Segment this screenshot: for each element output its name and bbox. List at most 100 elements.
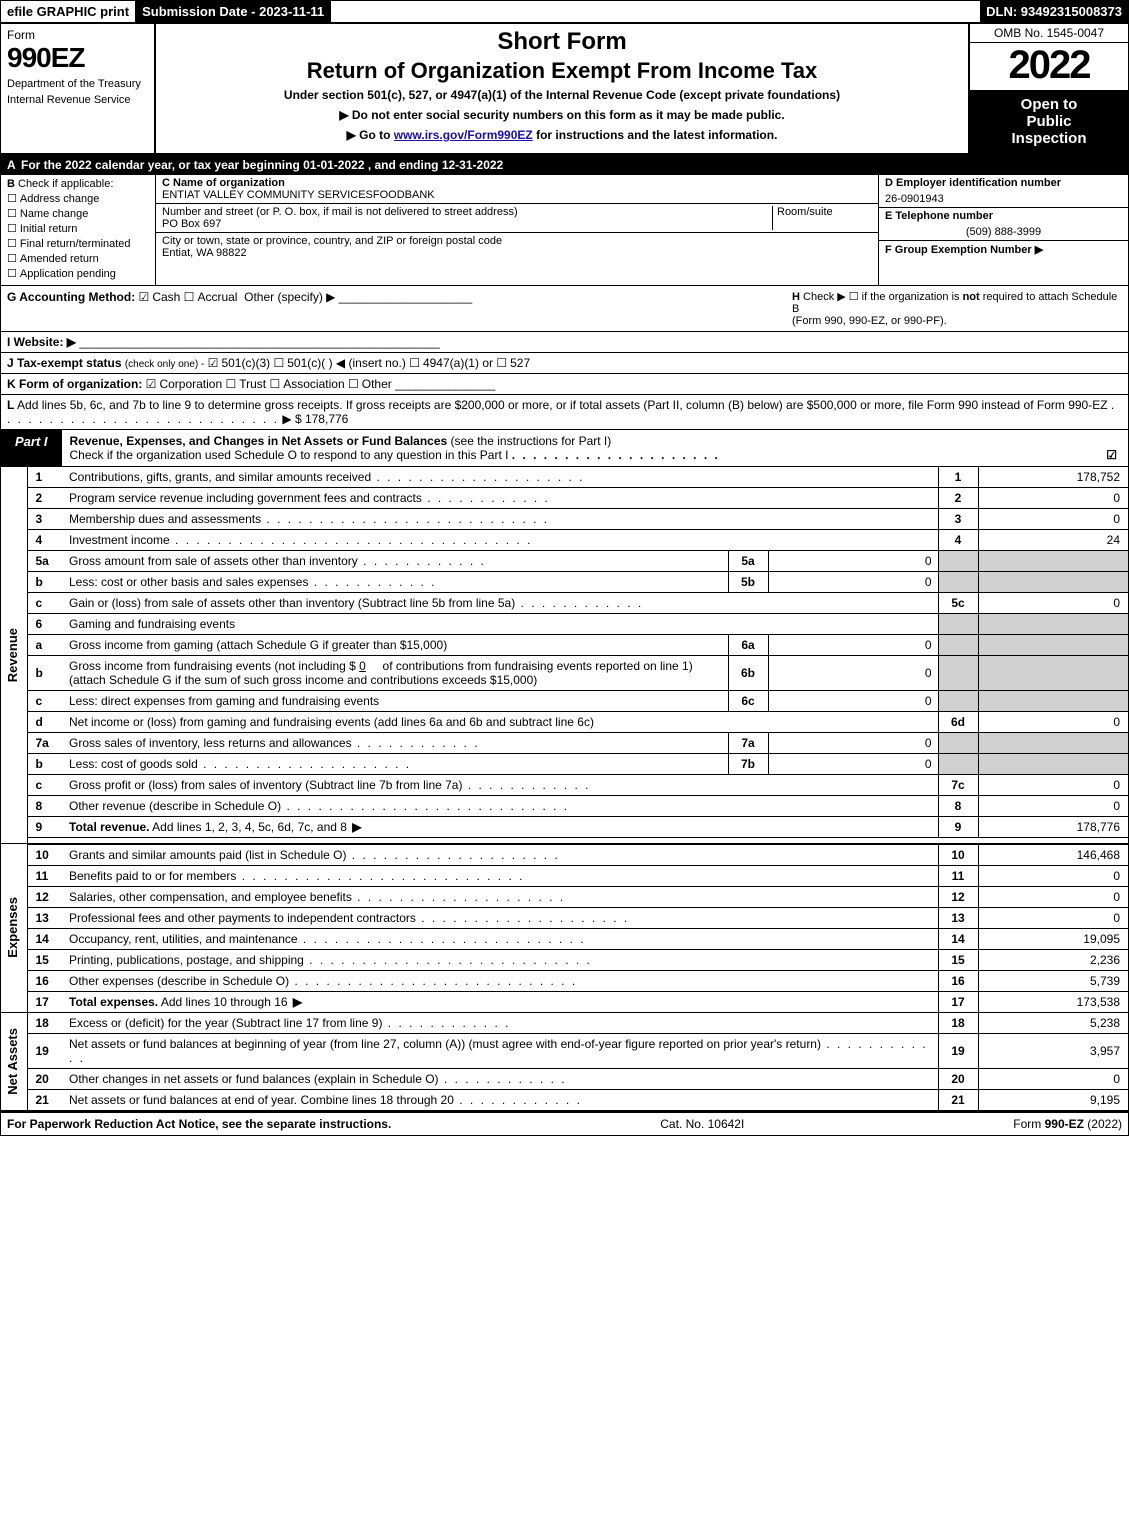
l15-desc: Printing, publications, postage, and shi… [69, 953, 304, 967]
section-k: K Form of organization: Corporation Trus… [1, 374, 1128, 395]
l18-desc: Excess or (deficit) for the year (Subtra… [69, 1016, 382, 1030]
line-5c: c Gain or (loss) from sale of assets oth… [1, 593, 1128, 614]
block-bcdef: B Check if applicable: Address change Na… [1, 175, 1128, 286]
lines-table: Revenue 1 Contributions, gifts, grants, … [1, 467, 1128, 1111]
side-expenses: Expenses [5, 897, 20, 958]
l10-value: 146,468 [978, 844, 1128, 866]
l20-desc: Other changes in net assets or fund bala… [69, 1072, 439, 1086]
form-header: Form 990EZ Department of the Treasury In… [1, 24, 1128, 155]
l6c-value: 0 [768, 691, 938, 712]
group-exemption: F Group Exemption Number ▶ [879, 240, 1128, 258]
side-netassets: Net Assets [5, 1028, 20, 1095]
line-16: 16 Other expenses (describe in Schedule … [1, 970, 1128, 991]
line-10: Expenses 10 Grants and similar amounts p… [1, 844, 1128, 866]
footer-catno: Cat. No. 10642I [660, 1117, 744, 1131]
l6c-desc: Less: direct expenses from gaming and fu… [69, 694, 379, 708]
cb-trust[interactable]: Trust [225, 377, 266, 391]
l5a-value: 0 [768, 551, 938, 572]
l12-desc: Salaries, other compensation, and employ… [69, 890, 352, 904]
cb-name-change[interactable]: Name change [7, 207, 149, 220]
org-name-label: C Name of organization [162, 177, 872, 189]
cb-501c[interactable]: 501(c)( ) [273, 356, 332, 370]
top-bar: efile GRAPHIC print Submission Date - 20… [1, 1, 1128, 24]
goto-suffix: for instructions and the latest informat… [533, 128, 778, 142]
l9-desc: Total revenue. [69, 820, 149, 834]
line-6d: d Net income or (loss) from gaming and f… [1, 712, 1128, 733]
l2-value: 0 [978, 488, 1128, 509]
l5b-value: 0 [768, 572, 938, 593]
line-14: 14 Occupancy, rent, utilities, and maint… [1, 928, 1128, 949]
l3-value: 0 [978, 509, 1128, 530]
section-l: L Add lines 5b, 6c, and 7b to line 9 to … [1, 395, 1128, 430]
line-12: 12 Salaries, other compensation, and emp… [1, 886, 1128, 907]
l1-desc: Contributions, gifts, grants, and simila… [69, 470, 371, 484]
l7a-value: 0 [768, 733, 938, 754]
cb-other-org[interactable]: Other [348, 377, 392, 391]
section-j: J Tax-exempt status (check only one) - 5… [1, 353, 1128, 374]
line-6a: a Gross income from gaming (attach Sched… [1, 635, 1128, 656]
irs-link[interactable]: www.irs.gov/Form990EZ [394, 128, 533, 142]
cb-final-return[interactable]: Final return/terminated [7, 237, 149, 250]
ein-value: 26-0901943 [879, 191, 1128, 207]
cb-4947[interactable]: 4947(a)(1) or [409, 356, 493, 370]
tax-year: 2022 [970, 43, 1128, 88]
l4-value: 24 [978, 530, 1128, 551]
cb-501c3[interactable]: 501(c)(3) [208, 356, 270, 370]
l7a-desc: Gross sales of inventory, less returns a… [69, 736, 352, 750]
cb-address-change[interactable]: Address change [7, 192, 149, 205]
form-990ez-page: efile GRAPHIC print Submission Date - 20… [0, 0, 1129, 1136]
cb-527[interactable]: 527 [496, 356, 530, 370]
line-7b: b Less: cost of goods sold 7b 0 [1, 754, 1128, 775]
room-suite-label: Room/suite [772, 206, 872, 230]
line-7a: 7a Gross sales of inventory, less return… [1, 733, 1128, 754]
city-value: Entiat, WA 98822 [162, 247, 872, 259]
website-label: I Website: ▶ [7, 335, 76, 349]
k-label: K Form of organization: [7, 377, 142, 391]
l6d-value: 0 [978, 712, 1128, 733]
l2-desc: Program service revenue including govern… [69, 491, 422, 505]
line-1: Revenue 1 Contributions, gifts, grants, … [1, 467, 1128, 488]
l8-desc: Other revenue (describe in Schedule O) [69, 799, 281, 813]
cb-initial-return[interactable]: Initial return [7, 222, 149, 235]
line-7c: c Gross profit or (loss) from sales of i… [1, 775, 1128, 796]
g-label: G Accounting Method: [7, 290, 135, 304]
form-title: Return of Organization Exempt From Incom… [164, 58, 960, 84]
cb-accrual[interactable]: Accrual [184, 290, 238, 304]
l11-desc: Benefits paid to or for members [69, 869, 236, 883]
l14-value: 19,095 [978, 928, 1128, 949]
l18-value: 5,238 [978, 1012, 1128, 1033]
l5c-value: 0 [978, 593, 1128, 614]
line-20: 20 Other changes in net assets or fund b… [1, 1068, 1128, 1089]
form-label: Form [7, 28, 148, 42]
section-b-header: Check if applicable: [18, 178, 113, 190]
line-11: 11 Benefits paid to or for members 11 0 [1, 865, 1128, 886]
cb-association[interactable]: Association [269, 377, 344, 391]
cb-corporation[interactable]: Corporation [146, 377, 222, 391]
cb-schedule-o[interactable] [1106, 448, 1120, 462]
section-g: G Accounting Method: Cash Accrual Other … [7, 290, 792, 327]
open-line2: Public [974, 113, 1124, 130]
goto-prefix: Go to [347, 128, 394, 142]
cb-amended-return[interactable]: Amended return [7, 252, 149, 265]
submission-date: Submission Date - 2023-11-11 [136, 1, 331, 22]
l4-desc: Investment income [69, 533, 170, 547]
l14-desc: Occupancy, rent, utilities, and maintena… [69, 932, 298, 946]
h-text3: (Form 990, 990-EZ, or 990-PF). [792, 315, 947, 327]
l6b-value: 0 [768, 656, 938, 691]
cb-application-pending[interactable]: Application pending [7, 267, 149, 280]
j-label: J Tax-exempt status [7, 356, 122, 370]
city-label: City or town, state or province, country… [162, 235, 872, 247]
dept-irs: Internal Revenue Service [7, 94, 148, 106]
ein-label: D Employer identification number [879, 175, 1128, 191]
l16-value: 5,739 [978, 970, 1128, 991]
l13-value: 0 [978, 907, 1128, 928]
cb-cash[interactable]: Cash [139, 290, 181, 304]
line-21: 21 Net assets or fund balances at end of… [1, 1089, 1128, 1110]
line-9: 9 Total revenue. Add lines 1, 2, 3, 4, 5… [1, 817, 1128, 838]
l7c-value: 0 [978, 775, 1128, 796]
line-19: 19 Net assets or fund balances at beginn… [1, 1033, 1128, 1068]
open-line1: Open to [974, 96, 1124, 113]
l-label: L [7, 398, 14, 412]
part1-title-block: Revenue, Expenses, and Changes in Net As… [62, 430, 1128, 466]
side-revenue: Revenue [5, 628, 20, 682]
